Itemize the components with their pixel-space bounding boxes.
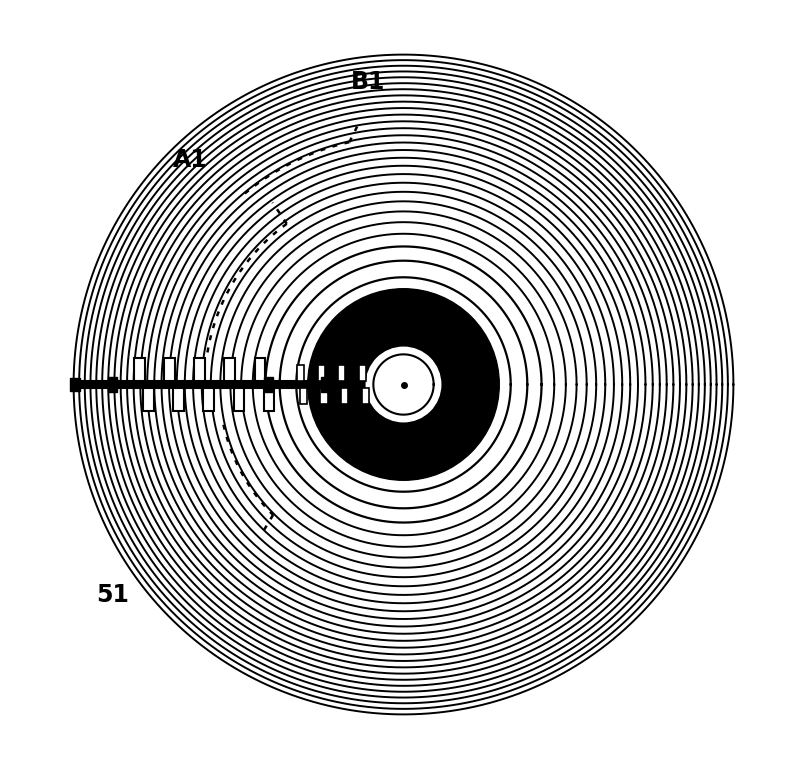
Bar — [265, 377, 273, 392]
Bar — [164, 358, 174, 381]
Text: 51: 51 — [96, 583, 129, 608]
Bar — [134, 358, 144, 381]
Bar — [297, 365, 304, 381]
Bar — [254, 358, 266, 381]
Bar — [264, 388, 274, 411]
Bar — [362, 388, 369, 404]
Bar — [224, 358, 235, 381]
Circle shape — [366, 348, 441, 421]
Circle shape — [380, 361, 427, 408]
Bar — [73, 381, 338, 388]
Text: B1: B1 — [351, 70, 385, 94]
Bar — [320, 388, 328, 404]
Bar — [341, 388, 348, 404]
Bar — [194, 358, 205, 381]
Bar — [69, 378, 81, 391]
Bar — [233, 388, 245, 411]
Bar — [321, 377, 330, 392]
Bar — [203, 388, 214, 411]
Bar — [318, 365, 324, 381]
Bar — [300, 388, 307, 404]
Bar — [338, 365, 345, 381]
Circle shape — [307, 288, 500, 481]
Bar — [143, 388, 154, 411]
Bar — [174, 388, 184, 411]
Text: A1: A1 — [174, 148, 208, 171]
Bar — [359, 365, 366, 381]
Bar — [108, 377, 117, 392]
